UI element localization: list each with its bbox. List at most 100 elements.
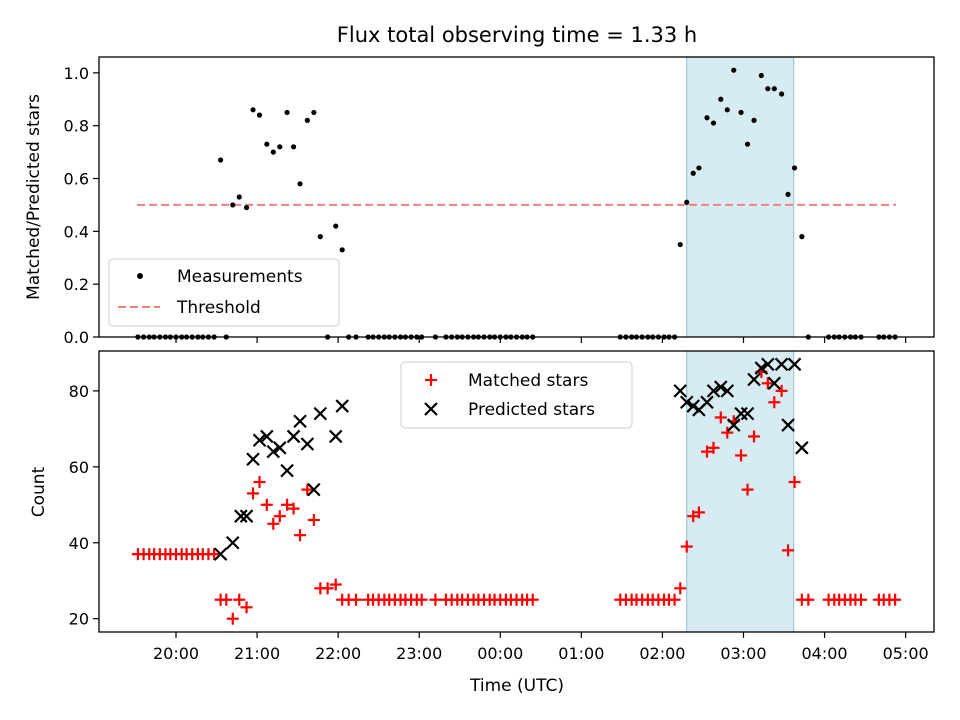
matched-star-point bbox=[247, 487, 260, 500]
top-panel: 0.0 0.2 0.4 0.6 0.8 1.0 Matched/Predicted sta… bbox=[24, 56, 935, 347]
top-legend-box bbox=[108, 258, 340, 327]
measurement-point bbox=[718, 96, 724, 102]
bottom-legend: Matched stars Predicted stars bbox=[400, 361, 633, 429]
predicted-star-point bbox=[787, 357, 802, 372]
bottom-y-tick-label: 80 bbox=[69, 382, 89, 401]
predicted-star-point bbox=[720, 384, 735, 398]
x-tick-label: 21:00 bbox=[234, 644, 280, 663]
top-y-tick-label: 0.8 bbox=[64, 117, 89, 136]
measurement-point bbox=[791, 165, 798, 171]
matched-star-point bbox=[714, 411, 727, 424]
measurement-point bbox=[256, 112, 263, 118]
chart-title: Flux total observing time = 1.33 h bbox=[337, 23, 697, 47]
predicted-star-point bbox=[213, 547, 228, 561]
measurement-point bbox=[304, 117, 310, 123]
predicted-star-point bbox=[673, 384, 688, 398]
matched-star-point bbox=[273, 510, 286, 523]
matched-legend-marker bbox=[425, 374, 437, 386]
predicted-star-point bbox=[795, 441, 809, 455]
matched-star-point bbox=[240, 601, 253, 614]
top-y-tick-label: 0.4 bbox=[64, 222, 89, 241]
measurement-point bbox=[724, 107, 730, 113]
bottom-y-tick-label: 20 bbox=[69, 610, 89, 629]
predicted-star-point bbox=[273, 441, 287, 455]
matched-star-point bbox=[775, 384, 788, 397]
x-tick-label: 01:00 bbox=[558, 644, 604, 663]
matched-star-point bbox=[668, 593, 681, 606]
predicted-legend-label: Predicted stars bbox=[468, 400, 595, 420]
matched-star-point bbox=[349, 593, 362, 606]
matched-star-point bbox=[226, 612, 239, 625]
measurement-point bbox=[333, 223, 339, 229]
predicted-star-point bbox=[714, 380, 728, 394]
matched-star-point bbox=[768, 396, 781, 409]
predicted-stars-points bbox=[213, 357, 809, 561]
measurement-point bbox=[218, 157, 224, 163]
matched-star-point bbox=[802, 593, 815, 606]
top-highlight-span bbox=[686, 56, 795, 338]
measurement-point bbox=[758, 72, 764, 79]
predicted-star-point bbox=[335, 399, 349, 413]
measurement-point bbox=[264, 141, 270, 147]
measurement-point bbox=[778, 91, 785, 97]
top-x-ticks bbox=[175, 337, 907, 343]
measurement-point bbox=[704, 115, 710, 121]
measurements-legend-label: Measurements bbox=[177, 267, 303, 287]
predicted-star-point bbox=[747, 372, 761, 387]
x-tick-label: 20:00 bbox=[153, 644, 199, 663]
measurement-point bbox=[738, 109, 744, 116]
measurement-point bbox=[696, 165, 702, 171]
measurement-point bbox=[290, 144, 297, 150]
matched-star-point bbox=[429, 593, 442, 606]
matched-star-point bbox=[741, 483, 754, 496]
matched-legend-label: Matched stars bbox=[468, 371, 588, 391]
bottom-highlight-span bbox=[686, 350, 795, 633]
predicted-star-point bbox=[740, 406, 755, 421]
measurement-point bbox=[684, 199, 690, 205]
predicted-star-point bbox=[700, 395, 714, 410]
bottom-panel: 20:00 21:00 22:00 23:00 00:00 01:00 02:00 03:00… bbox=[29, 350, 935, 696]
predicted-star-point bbox=[761, 357, 775, 372]
predicted-star-point bbox=[726, 418, 741, 432]
top-y-ticks: 0.0 0.2 0.4 0.6 0.8 1.0 bbox=[64, 64, 99, 347]
matched-star-point bbox=[233, 593, 246, 606]
x-tick-label: 02:00 bbox=[639, 644, 685, 663]
measurement-point bbox=[297, 181, 303, 187]
x-tick-label: 22:00 bbox=[315, 644, 361, 663]
matched-star-point bbox=[761, 377, 774, 390]
top-y-tick-label: 1.0 bbox=[64, 64, 89, 83]
matched-star-point bbox=[281, 498, 294, 511]
matched-star-point bbox=[294, 529, 307, 542]
matched-star-point bbox=[674, 582, 687, 595]
measurement-point bbox=[339, 247, 345, 253]
measurement-point bbox=[785, 191, 791, 197]
x-tick-label: 05:00 bbox=[883, 644, 929, 663]
predicted-star-point bbox=[781, 418, 795, 432]
predicted-star-point bbox=[280, 463, 294, 478]
top-y-tick-label: 0.6 bbox=[64, 170, 89, 189]
measurement-point bbox=[677, 241, 683, 248]
threshold-legend-label: Threshold bbox=[176, 298, 261, 318]
measurement-point bbox=[277, 144, 283, 150]
matched-star-point bbox=[889, 593, 902, 606]
matched-star-point bbox=[526, 593, 539, 606]
measurement-point bbox=[236, 194, 242, 200]
matched-star-point bbox=[260, 498, 273, 511]
measurement-point bbox=[751, 117, 757, 123]
predicted-star-point bbox=[313, 406, 328, 421]
bottom-y-tick-label: 60 bbox=[69, 458, 89, 477]
predicted-star-point bbox=[774, 357, 789, 372]
predicted-star-point bbox=[239, 509, 254, 523]
matched-star-point bbox=[329, 578, 342, 591]
matched-star-point bbox=[680, 540, 693, 553]
bottom-legend-box bbox=[400, 361, 633, 429]
matched-star-point bbox=[782, 544, 795, 557]
measurement-point bbox=[243, 204, 250, 211]
bottom-ylabel: Count bbox=[29, 466, 49, 517]
x-tick-label: 03:00 bbox=[720, 644, 766, 663]
matched-star-point bbox=[721, 426, 734, 439]
measurement-point bbox=[270, 149, 276, 155]
top-legend: Measurements Threshold bbox=[108, 258, 340, 327]
predicted-star-point bbox=[234, 509, 248, 523]
